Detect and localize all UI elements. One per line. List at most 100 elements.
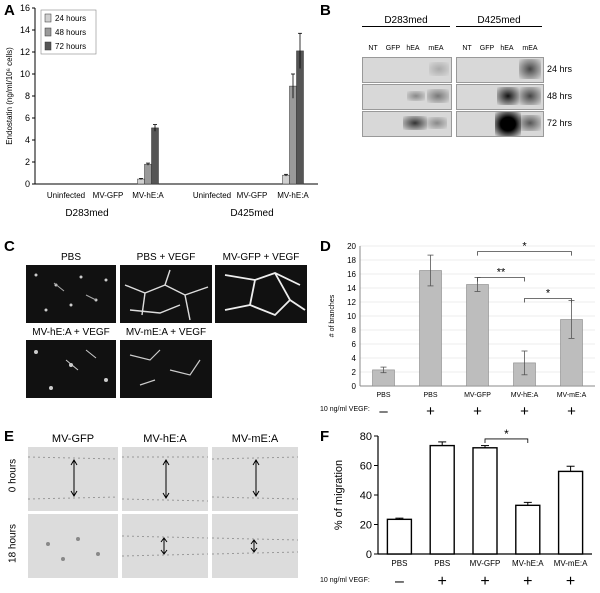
vegf-mark: + <box>520 403 529 420</box>
legend-swatch <box>44 27 52 37</box>
chart-f-migration: 0 20 40 60 80 % of migration PBS – PBS + MV-GFP + MV… <box>320 427 592 590</box>
x-tick-label: MV-GFP <box>464 392 491 399</box>
bar <box>386 518 413 555</box>
y-tick-label: 10 <box>347 312 356 321</box>
micrograph-mvhea-vegf <box>26 340 116 398</box>
blot-col-d283: D283med <box>362 15 450 27</box>
blot-lane-label: NT <box>368 45 378 52</box>
x-tick-label: Uninfected <box>47 191 85 200</box>
y-tick-label: 0 <box>352 382 357 391</box>
blot-strip <box>456 57 544 83</box>
panel-letter-f: F <box>320 428 330 445</box>
group-label: D283med <box>65 208 108 219</box>
vegf-label: 10 ng/ml VEGF: <box>320 577 370 584</box>
blot-time-label: 72 hrs <box>547 118 573 128</box>
y-tick-label: 2 <box>25 157 30 167</box>
y-tick-label: 60 <box>360 461 372 473</box>
x-tick-label: MV-mE:A <box>557 392 587 399</box>
y-tick-label: 12 <box>20 47 30 57</box>
bar <box>429 444 455 555</box>
blot-lane-label: GFP <box>479 45 495 52</box>
y-axis-label: # of branches <box>329 294 336 337</box>
significance-bracket <box>524 298 572 303</box>
blot-time-label: 48 hrs <box>547 91 573 101</box>
y-tick-label: 12 <box>347 298 356 307</box>
vegf-mark: – <box>395 573 404 590</box>
y-tick-label: 40 <box>360 490 372 502</box>
legend-label: 24 hours <box>55 14 86 23</box>
migration-photo <box>122 514 208 578</box>
blot-strip <box>456 84 544 110</box>
blot-lane-label: mEA <box>428 45 444 52</box>
vegf-mark: + <box>523 573 532 590</box>
significance-bracket <box>484 438 529 443</box>
x-tick-label: MV-hE:A <box>132 191 164 200</box>
significance-label: * <box>504 427 509 441</box>
bar <box>419 270 442 387</box>
x-tick-label: MV-GFP <box>93 191 124 200</box>
blot-strip <box>362 84 452 110</box>
y-tick-label: 20 <box>347 242 356 251</box>
blot-strip <box>362 57 452 83</box>
significance-label: * <box>522 241 527 253</box>
blot-strip <box>456 111 544 137</box>
panel-letter-b: B <box>320 2 331 19</box>
x-tick-label: PBS <box>376 392 390 399</box>
micrograph-pbs-vegf <box>120 265 212 323</box>
significance-label: * <box>546 288 551 300</box>
y-tick-label: 16 <box>347 270 356 279</box>
y-tick-label: 8 <box>352 326 357 335</box>
y-tick-label: 14 <box>20 25 30 35</box>
significance-bracket <box>477 251 572 256</box>
micrograph-mvgfp-vegf <box>215 265 307 323</box>
bar <box>466 284 489 387</box>
chart-a-endostatin: 0 2 4 6 8 10 12 14 16 Endostatin (ng/ml/10⁶ cells… <box>5 3 318 219</box>
y-tick-label: 80 <box>360 431 372 443</box>
y-tick-label: 0 <box>25 179 30 189</box>
migration-col-label: MV-mE:A <box>231 433 279 445</box>
bar <box>515 504 541 555</box>
blot-lane-label: GFP <box>385 45 401 52</box>
panel-letter-e: E <box>4 428 15 445</box>
y-tick-label: 4 <box>352 354 357 363</box>
micrograph-pbs <box>26 265 116 323</box>
y-tick-label: 4 <box>25 135 30 145</box>
x-tick-label: PBS <box>423 392 437 399</box>
vegf-mark: + <box>566 573 575 590</box>
micrograph-label: MV-GFP + VEGF <box>222 252 300 263</box>
vegf-label: 10 ng/ml VEGF: <box>320 406 370 413</box>
legend-swatch <box>44 13 52 23</box>
migration-photo <box>212 447 298 511</box>
vegf-mark: + <box>426 403 435 420</box>
x-tick-label: PBS <box>391 559 407 568</box>
bar <box>144 163 152 185</box>
blot-lane-label: hEA <box>500 45 514 52</box>
bar <box>557 470 584 555</box>
y-axis-label: % of migration <box>333 460 345 530</box>
y-tick-label: 18 <box>347 256 356 265</box>
x-tick-label: PBS <box>434 559 450 568</box>
x-tick-label: Uninfected <box>193 191 231 200</box>
bar <box>137 178 145 185</box>
micrograph-label: MV-mE:A + VEGF <box>125 327 207 338</box>
y-tick-label: 2 <box>352 368 357 377</box>
blot-strip <box>362 111 452 137</box>
x-tick-label: MV-hE:A <box>277 191 309 200</box>
vegf-mark: + <box>473 403 482 420</box>
micrograph-label: PBS <box>60 252 81 263</box>
y-tick-label: 8 <box>25 91 30 101</box>
micrograph-label: MV-hE:A + VEGF <box>32 327 110 338</box>
significance-label: ** <box>497 267 506 279</box>
y-axis-label: Endostatin (ng/ml/10⁶ cells) <box>5 47 14 145</box>
legend-label: 48 hours <box>55 28 86 37</box>
migration-photo <box>122 447 208 511</box>
y-tick-label: 6 <box>352 340 357 349</box>
y-tick-label: 10 <box>20 69 30 79</box>
panel-letter-a: A <box>4 2 15 19</box>
panel-letter-c: C <box>4 238 15 255</box>
bar <box>151 127 159 185</box>
blot-lane-label: mEA <box>522 45 538 52</box>
significance-bracket <box>477 277 525 282</box>
micrograph-mvmea-vegf <box>120 340 212 398</box>
migration-col-label: MV-hE:A <box>143 433 187 445</box>
